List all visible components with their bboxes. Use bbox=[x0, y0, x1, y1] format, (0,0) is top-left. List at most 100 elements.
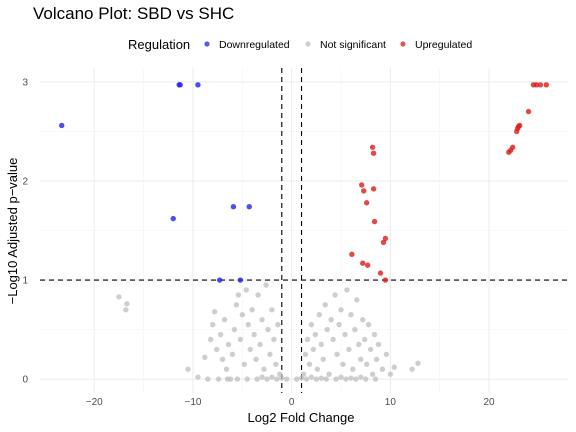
point-not-significant bbox=[323, 376, 329, 382]
point-not-significant bbox=[264, 376, 270, 382]
point-upregulated bbox=[382, 277, 389, 283]
point-not-significant bbox=[358, 356, 364, 363]
point-not-significant bbox=[273, 361, 279, 367]
legend-label-downregulated: Downregulated bbox=[219, 39, 290, 51]
point-not-significant bbox=[354, 297, 360, 303]
point-upregulated bbox=[371, 218, 378, 225]
point-upregulated bbox=[525, 108, 532, 115]
chart-title: Volcano Plot: SBD vs SHC bbox=[33, 4, 234, 23]
x-tick-label: 10 bbox=[385, 397, 397, 408]
point-downregulated bbox=[177, 82, 183, 88]
point-not-significant bbox=[237, 336, 244, 343]
point-not-significant bbox=[219, 356, 226, 363]
point-not-significant bbox=[255, 292, 261, 298]
legend-key-downregulated bbox=[204, 41, 210, 47]
point-not-significant bbox=[293, 376, 300, 382]
point-not-significant bbox=[358, 374, 364, 380]
point-not-significant bbox=[306, 361, 313, 367]
point-upregulated bbox=[363, 200, 370, 206]
point-not-significant bbox=[245, 321, 251, 328]
point-not-significant bbox=[234, 376, 241, 382]
point-not-significant bbox=[116, 294, 122, 300]
point-not-significant bbox=[383, 351, 390, 358]
point-not-significant bbox=[310, 346, 317, 353]
legend-key-upregulated bbox=[400, 41, 406, 47]
point-not-significant bbox=[302, 351, 309, 358]
point-not-significant bbox=[313, 376, 320, 382]
y-axis-title: −Log10 Adjusted p−value bbox=[5, 158, 20, 305]
point-not-significant bbox=[269, 374, 275, 380]
point-not-significant bbox=[336, 321, 342, 328]
point-not-significant bbox=[350, 366, 356, 372]
point-not-significant bbox=[330, 336, 336, 343]
x-axis-title: Log2 Fold Change bbox=[248, 410, 355, 425]
point-not-significant bbox=[340, 361, 346, 367]
point-upregulated bbox=[369, 144, 376, 150]
point-not-significant bbox=[263, 282, 269, 288]
point-upregulated bbox=[506, 149, 512, 155]
point-upregulated bbox=[380, 239, 387, 246]
point-not-significant bbox=[241, 361, 247, 367]
x-tick-label: −10 bbox=[184, 397, 201, 408]
legend-label-not-significant: Not significant bbox=[320, 39, 386, 51]
point-not-significant bbox=[249, 307, 255, 313]
legend: Regulation Downregulated Not significant… bbox=[128, 37, 472, 52]
point-not-significant bbox=[324, 326, 330, 333]
point-not-significant bbox=[346, 346, 352, 353]
point-not-significant bbox=[233, 302, 240, 308]
point-not-significant bbox=[210, 321, 216, 328]
point-upregulated bbox=[543, 82, 549, 88]
point-not-significant bbox=[318, 375, 324, 381]
point-upregulated bbox=[349, 251, 355, 257]
point-downregulated bbox=[59, 122, 65, 129]
point-not-significant bbox=[338, 307, 344, 313]
point-not-significant bbox=[353, 376, 359, 382]
point-not-significant bbox=[213, 346, 220, 353]
point-not-significant bbox=[333, 376, 339, 382]
point-not-significant bbox=[334, 351, 340, 358]
point-not-significant bbox=[318, 341, 324, 348]
point-upregulated bbox=[360, 260, 366, 266]
point-not-significant bbox=[308, 321, 315, 328]
point-upregulated bbox=[537, 82, 544, 88]
point-upregulated bbox=[533, 82, 540, 88]
point-downregulated bbox=[195, 82, 201, 88]
point-not-significant bbox=[253, 356, 259, 363]
point-not-significant bbox=[124, 301, 130, 307]
point-not-significant bbox=[257, 341, 263, 348]
point-not-significant bbox=[344, 287, 350, 293]
point-not-significant bbox=[363, 361, 370, 367]
point-not-significant bbox=[379, 366, 386, 372]
point-upregulated bbox=[359, 182, 365, 188]
point-not-significant bbox=[244, 376, 250, 382]
point-upregulated bbox=[364, 262, 371, 268]
point-not-significant bbox=[320, 356, 326, 363]
point-not-significant bbox=[239, 312, 246, 318]
point-not-significant bbox=[391, 364, 397, 370]
point-not-significant bbox=[185, 366, 191, 372]
legend-title: Regulation bbox=[128, 37, 190, 52]
point-not-significant bbox=[215, 376, 222, 382]
point-not-significant bbox=[279, 375, 285, 381]
point-not-significant bbox=[362, 336, 368, 343]
point-not-significant bbox=[303, 376, 310, 382]
point-not-significant bbox=[343, 376, 349, 382]
point-not-significant bbox=[348, 312, 354, 318]
point-not-significant bbox=[326, 371, 332, 377]
point-not-significant bbox=[235, 292, 242, 298]
point-downregulated bbox=[216, 277, 223, 283]
point-not-significant bbox=[202, 354, 208, 361]
point-not-significant bbox=[284, 376, 290, 382]
point-downregulated bbox=[170, 215, 176, 222]
x-axis-ticks: −20 −10 0 10 20 bbox=[86, 397, 495, 408]
grid bbox=[40, 68, 568, 393]
point-not-significant bbox=[261, 366, 267, 372]
point-not-significant bbox=[271, 336, 277, 343]
point-not-significant bbox=[251, 331, 257, 338]
point-not-significant bbox=[373, 356, 380, 363]
point-not-significant bbox=[243, 287, 249, 293]
point-upregulated bbox=[370, 186, 377, 192]
point-not-significant bbox=[298, 375, 305, 381]
point-not-significant bbox=[254, 376, 260, 382]
